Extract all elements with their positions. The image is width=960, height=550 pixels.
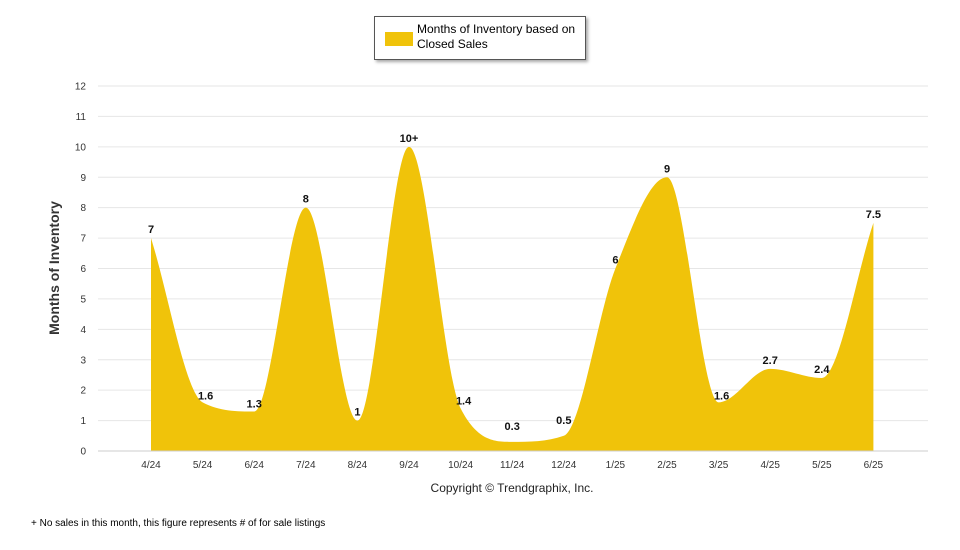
data-label: 1.6 [714, 390, 729, 402]
data-label: 6 [612, 255, 618, 267]
y-tick-label: 0 [80, 447, 86, 458]
y-tick-label: 1 [80, 416, 86, 427]
data-label: 7.5 [866, 209, 881, 221]
data-label: 1.6 [198, 390, 213, 402]
x-tick-label: 6/25 [864, 460, 884, 471]
y-tick-label: 2 [80, 386, 86, 397]
data-label: 7 [148, 224, 154, 236]
gridlines [98, 85, 928, 452]
y-tick-label: 11 [76, 112, 87, 123]
data-label: 0.3 [505, 421, 520, 433]
x-tick-label: 3/25 [709, 460, 729, 471]
y-tick-label: 6 [80, 264, 86, 275]
x-tick-labels: 4/24 5/24 6/24 7/24 8/24 9/24 10/24 11/24 12/24 1… [141, 460, 883, 471]
y-tick-label: 9 [80, 173, 86, 184]
x-tick-label: 4/24 [141, 460, 161, 471]
x-tick-label: 7/24 [296, 460, 316, 471]
y-tick-label: 3 [80, 355, 86, 366]
x-tick-label: 10/24 [448, 460, 473, 471]
data-label: 1.3 [247, 398, 262, 410]
data-label: 2.4 [814, 364, 830, 376]
y-axis-label: Months of Inventory [46, 201, 62, 335]
x-tick-label: 8/24 [348, 460, 368, 471]
y-tick-label: 8 [80, 203, 86, 214]
y-tick-label: 5 [80, 294, 86, 305]
legend-label: Months of Inventory based on Closed Sale… [417, 22, 576, 51]
x-tick-label: 5/24 [193, 460, 213, 471]
footnote: + No sales in this month, this figure re… [31, 518, 326, 529]
y-tick-label: 12 [75, 82, 87, 93]
data-label: 8 [303, 194, 309, 206]
data-label: 0.5 [556, 415, 571, 427]
x-tick-label: 9/24 [399, 460, 419, 471]
data-label: 10+ [400, 133, 419, 145]
data-labels: 7 1.6 1.3 8 1 10+ 1.4 0.3 0.5 6 9 1.6 2.7 2.4 7.5 [148, 133, 881, 433]
y-tick-label: 4 [80, 325, 86, 336]
data-label: 9 [664, 163, 670, 175]
legend-swatch [385, 32, 413, 46]
x-tick-label: 11/24 [500, 460, 525, 471]
y-tick-label: 10 [75, 142, 87, 153]
y-tick-label: 7 [80, 234, 86, 245]
x-tick-label: 1/25 [606, 460, 626, 471]
x-tick-label: 6/24 [244, 460, 264, 471]
x-tick-label: 2/25 [657, 460, 677, 471]
x-tick-label: 12/24 [551, 460, 576, 471]
copyright-text: Copyright © Trendgraphix, Inc. [430, 481, 594, 495]
x-tick-label: 5/25 [812, 460, 832, 471]
data-label: 2.7 [763, 355, 778, 367]
x-tick-label: 4/25 [760, 460, 780, 471]
data-label: 1.4 [456, 395, 472, 407]
data-label: 1 [354, 407, 360, 419]
area-series [151, 146, 874, 452]
legend: Months of Inventory based on Closed Sale… [374, 16, 586, 60]
